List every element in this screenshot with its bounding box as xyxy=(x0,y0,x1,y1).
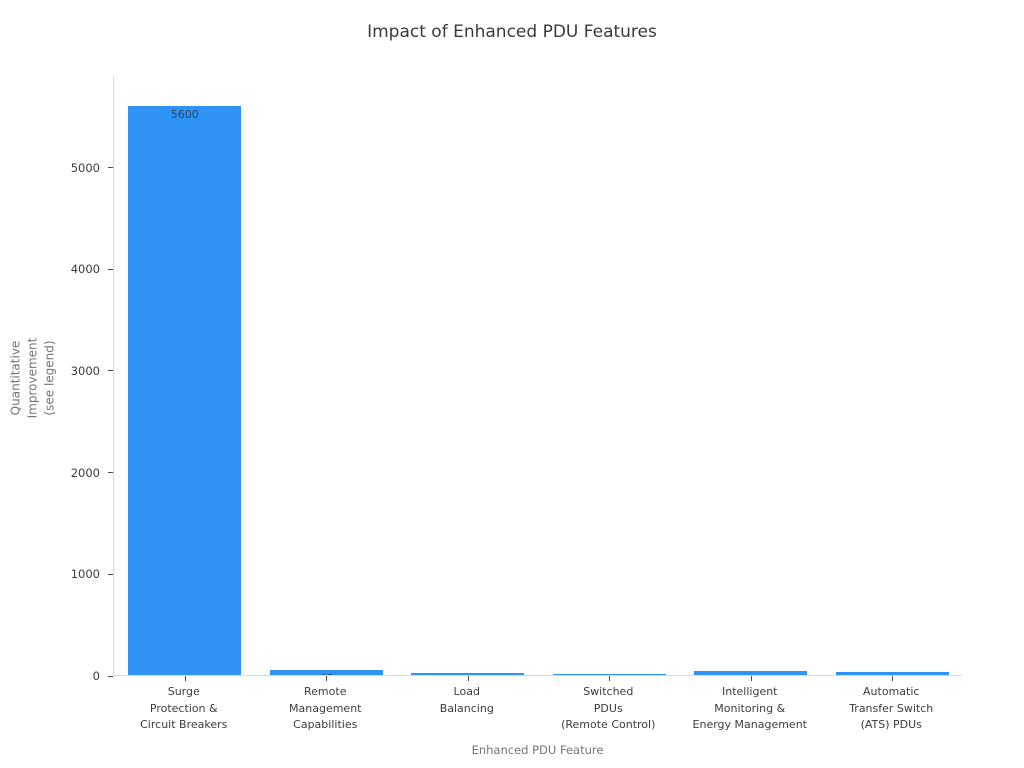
y-axis-title-line: Improvement xyxy=(25,337,40,419)
x-category-label-line: Transfer Switch xyxy=(849,701,934,715)
y-tick-mark xyxy=(108,268,113,270)
x-category-label-line: (ATS) PDUs xyxy=(860,718,922,731)
x-tick-mark xyxy=(750,676,752,681)
y-tick-mark xyxy=(108,573,113,575)
y-tick-label: 1000 xyxy=(70,567,100,582)
y-tick-label: 0 xyxy=(92,669,100,683)
x-category-label: Load Balancing xyxy=(387,684,547,717)
x-category-label-line: Switched xyxy=(583,685,634,698)
x-category-label-line: Automatic xyxy=(863,685,920,698)
y-axis-title-line: (see legend) xyxy=(42,340,57,416)
bar: 15 xyxy=(411,673,525,675)
x-category-label-line: Remote xyxy=(304,685,347,698)
bar: 45 xyxy=(269,670,383,675)
chart-title: Impact of Enhanced PDU Features xyxy=(367,22,657,42)
plot-area: 5600 45 15 12 35 30 xyxy=(108,76,962,681)
x-tick-mark xyxy=(467,676,469,681)
x-tick-mark xyxy=(326,676,328,681)
x-category-label-line: Energy Management xyxy=(692,718,807,731)
bar: 30 xyxy=(835,671,949,675)
bar-value-label: 45 xyxy=(270,672,383,675)
x-category-label: Switched PDUs (Remote Control) xyxy=(528,684,688,734)
bar-value-label: 35 xyxy=(694,673,807,675)
y-tick-mark xyxy=(108,472,113,474)
x-category-label: Surge Protection & Circuit Breakers xyxy=(104,684,264,734)
y-axis-title-line: Quantitative xyxy=(8,340,23,416)
bar: 12 xyxy=(552,673,666,675)
y-tick-mark xyxy=(108,167,113,169)
x-category-label-line: Circuit Breakers xyxy=(140,718,228,731)
x-category-label: Automatic Transfer Switch (ATS) PDUs xyxy=(811,684,971,734)
y-tick-mark xyxy=(108,370,113,372)
x-category-label-line: Balancing xyxy=(439,701,494,715)
x-category-label-line: Capabilities xyxy=(293,718,358,731)
x-category-label: Intelligent Monitoring & Energy Management xyxy=(670,684,830,734)
y-axis-title: Quantitative Improvement (see legend) xyxy=(8,338,59,419)
y-tick-mark xyxy=(108,675,113,677)
x-tick-mark xyxy=(184,676,186,681)
x-category-label-line: (Remote Control) xyxy=(561,718,656,731)
bar-value-label: 30 xyxy=(836,674,949,675)
y-tick-label: 4000 xyxy=(70,262,100,277)
x-category-label: Remote Management Capabilities xyxy=(245,684,405,734)
x-category-label-line: Intelligent xyxy=(722,685,778,698)
bar: 5600 xyxy=(128,105,242,675)
x-category-label-line: Surge xyxy=(167,685,200,698)
x-tick-mark xyxy=(609,676,611,681)
bar-value-label: 5600 xyxy=(170,107,199,121)
x-category-label-line: Load xyxy=(453,685,480,698)
x-tick-mark xyxy=(892,676,894,681)
bar: 35 xyxy=(694,671,808,675)
x-category-label-line: Protection & xyxy=(149,701,218,715)
x-category-label-line: PDUs xyxy=(593,701,623,715)
y-tick-label: 2000 xyxy=(70,465,100,480)
x-category-label-line: Management xyxy=(289,701,362,715)
x-axis-title: Enhanced PDU Feature xyxy=(471,743,604,757)
y-tick-label: 3000 xyxy=(70,363,100,378)
y-tick-label: 5000 xyxy=(70,160,100,175)
x-category-label-line: Monitoring & xyxy=(714,701,786,715)
